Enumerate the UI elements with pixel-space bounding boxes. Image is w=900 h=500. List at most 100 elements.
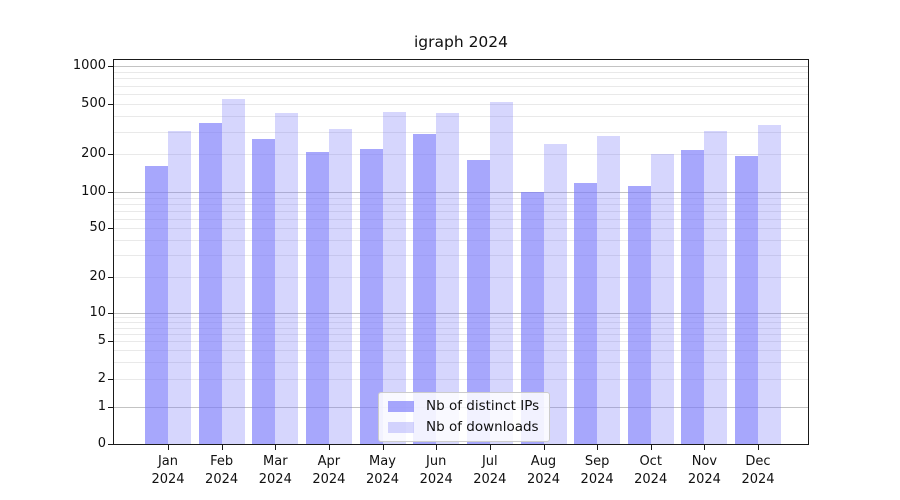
y-axis-tick [108, 444, 114, 445]
gridline-minor [114, 94, 808, 95]
y-axis-tick-label: 50 [89, 220, 106, 236]
gridline-minor [114, 116, 808, 118]
y-axis-tick [108, 276, 114, 278]
x-axis-tick [489, 445, 491, 450]
gridline-minor [114, 362, 808, 364]
bar-downloads-jul [489, 101, 513, 444]
bar-downloads-may [382, 112, 406, 444]
gridline-minor [114, 78, 808, 80]
x-label-year: 2024 [151, 471, 185, 487]
y-axis-tick-label: 0 [97, 436, 106, 451]
x-axis-tick-label: May 2024 [351, 453, 415, 488]
x-label-month: Dec [745, 454, 771, 469]
x-label-month: Jan [157, 454, 179, 469]
bar-distinct-ips-jan [145, 166, 168, 444]
legend-label-downloads: Nb of downloads [426, 419, 539, 435]
y-axis-tick [108, 407, 114, 408]
y-axis-tick-label: 10 [89, 305, 106, 320]
gridline-major [114, 66, 808, 67]
gridline-minor [114, 350, 808, 352]
x-label-year: 2024 [205, 471, 239, 487]
x-label-month: May [369, 454, 396, 469]
x-label-year: 2024 [312, 471, 346, 487]
legend-swatch-distinct-ips [388, 400, 414, 412]
bar-distinct-ips-sep [574, 182, 598, 444]
x-label-year: 2024 [419, 471, 453, 487]
y-axis-tick [108, 341, 114, 343]
x-axis-tick [382, 445, 384, 450]
x-label-year: 2024 [741, 471, 775, 487]
x-label-year: 2024 [526, 471, 561, 487]
bar-downloads-dec [758, 125, 781, 444]
bar-distinct-ips-feb [198, 123, 222, 444]
x-axis-tick [543, 445, 545, 450]
x-axis-tick-label: Jul 2024 [458, 453, 522, 488]
x-label-month: Jun [426, 454, 447, 469]
bar-downloads-sep [597, 136, 621, 444]
gridline-minor [114, 327, 808, 329]
x-axis-tick-label: Nov 2024 [672, 453, 736, 488]
gridline-minor [114, 85, 808, 87]
bar-distinct-ips-nov [681, 150, 705, 444]
y-axis-tick-label: 100 [81, 184, 106, 199]
y-axis-tick-label: 2 [97, 370, 106, 386]
legend-label-distinct-ips: Nb of distinct IPs [426, 398, 540, 414]
y-axis-tick-label: 1000 [72, 58, 106, 73]
gridline-minor [114, 131, 808, 133]
y-axis-tick-label: 5 [97, 333, 106, 349]
y-axis-tick-label: 200 [81, 146, 106, 162]
gridline-minor [114, 154, 808, 156]
y-axis-tick-label: 500 [81, 95, 106, 111]
x-label-month: Mar [263, 454, 288, 469]
gridline-minor [114, 322, 808, 324]
gridline-minor [114, 317, 808, 319]
x-axis-tick [221, 445, 223, 450]
legend-item-downloads: Nb of downloads [388, 419, 539, 435]
x-axis-tick-label: Jan 2024 [136, 453, 200, 488]
y-axis-tick [108, 378, 114, 380]
bar-distinct-ips-aug [520, 192, 544, 444]
x-axis-tick [168, 445, 169, 450]
x-axis-tick-label: Jun 2024 [404, 453, 468, 488]
x-axis-tick [597, 445, 599, 450]
bar-distinct-ips-mar [252, 138, 276, 444]
bar-distinct-ips-jun [413, 134, 437, 444]
y-axis-tick-label: 20 [89, 268, 106, 284]
x-label-month: Oct [639, 454, 662, 469]
x-label-year: 2024 [687, 471, 721, 487]
x-label-month: Feb [210, 454, 234, 469]
y-axis-tick [108, 228, 114, 230]
x-label-month: Sep [584, 454, 610, 469]
x-label-year: 2024 [365, 471, 400, 487]
y-axis-tick-label: 1 [97, 399, 106, 414]
bar-distinct-ips-apr [305, 151, 329, 444]
gridline-minor [114, 71, 808, 73]
x-axis-tick-label: Feb 2024 [190, 453, 254, 488]
gridline-minor [114, 218, 808, 220]
gridline-major [114, 192, 808, 193]
x-label-year: 2024 [258, 471, 292, 487]
gridline-minor [114, 378, 808, 380]
bar-downloads-jun [436, 112, 460, 444]
x-axis-tick-label: Dec 2024 [726, 453, 790, 488]
x-axis-tick-label: Mar 2024 [243, 453, 307, 488]
bar-downloads-aug [543, 144, 567, 444]
bar-distinct-ips-dec [735, 156, 758, 444]
bar-downloads-nov [704, 131, 728, 444]
x-label-year: 2024 [634, 471, 668, 487]
x-axis-tick-label: Sep 2024 [565, 453, 629, 488]
x-label-month: Apr [317, 454, 341, 469]
bar-downloads-jan [168, 131, 191, 444]
x-label-month: Jul [481, 454, 498, 469]
x-label-year: 2024 [580, 471, 614, 487]
bar-downloads-oct [650, 154, 674, 444]
bar-distinct-ips-oct [627, 185, 651, 444]
legend-swatch-downloads [388, 421, 414, 433]
gridline-minor [114, 228, 808, 230]
x-label-month: Nov [691, 454, 718, 469]
x-label-month: Aug [530, 454, 557, 469]
gridline-minor [114, 276, 808, 278]
y-axis-tick [108, 192, 114, 193]
gridline-minor [114, 203, 808, 205]
